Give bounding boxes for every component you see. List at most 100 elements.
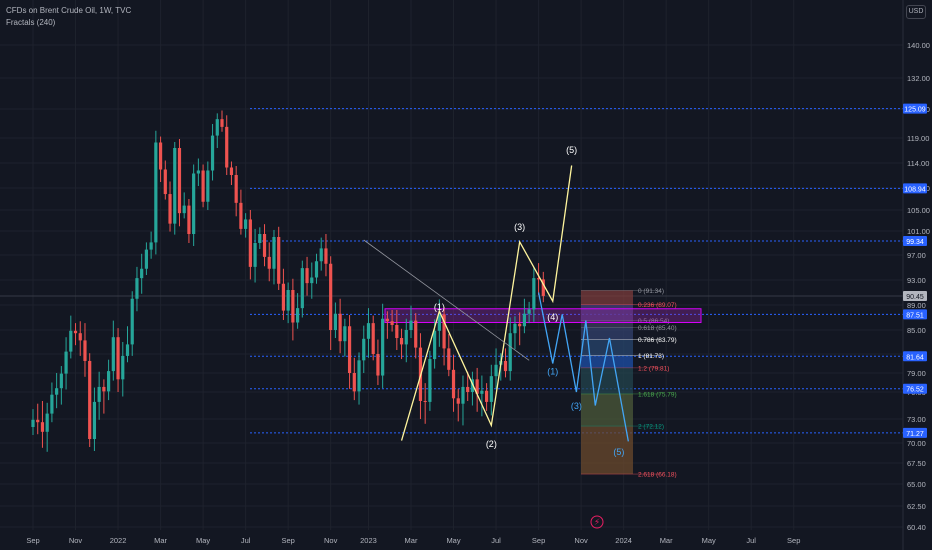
time-tick-label: May [446,536,460,545]
candle-body [470,379,475,392]
candle-body [281,283,286,311]
candle-body [111,337,115,372]
candle-body [102,386,106,392]
price-tick-label: 62.50 [907,502,926,511]
fib-level-label: 0 (91.34) [638,288,664,295]
time-tick-label: Nov [324,536,338,545]
price-level-label: 76.52 [906,387,924,394]
candle-body [329,263,333,330]
price-level-label: 87.51 [906,312,924,319]
elliott-wave-overlay: (1) (2) (3) (4) (5) (1) (3) (5) [363,145,629,457]
candle-body [140,268,144,279]
price-tick-label: 119.00 [907,134,929,143]
fib-zone-band [581,426,633,475]
candle-body [196,170,200,174]
candle-body [229,167,234,175]
fib-level-label: 2 (72.12) [638,424,664,431]
candle-body [220,119,224,127]
candle-body [442,314,446,349]
candle-body [116,337,120,380]
price-level-tag [903,235,927,246]
price-axis[interactable]: 140.00132.00125.00119.00114.00109.00105.… [902,0,930,550]
time-tick-label: Nov [574,536,588,545]
candle-body [187,205,191,234]
candle-body [192,173,196,234]
time-tick-label: Sep [787,536,800,545]
indicator-title[interactable]: Fractals (240) [6,18,56,27]
wave-label-yellow: (1) [434,302,445,312]
current-price-label: 90.45 [906,294,924,301]
fib-zone-band [581,327,633,340]
candle-body [347,326,352,373]
price-tick-label: 79.00 [907,369,926,378]
candle-body [541,279,545,296]
candle-body [291,290,295,323]
trend-line [363,239,530,361]
candle-body [149,242,153,250]
candle-body [239,202,243,229]
candle-body [277,237,281,284]
price-level-tag [903,351,927,362]
price-tick-label: 70.00 [907,439,926,448]
candle-body [258,234,262,243]
time-tick-label: Mar [405,536,418,545]
time-tick-label: 2024 [615,536,632,545]
candle-body [267,256,271,269]
candle-body [45,413,49,432]
candle-body [253,243,257,267]
price-level-tag [903,383,927,394]
candle-body [338,313,342,342]
time-tick-label: Sep [281,536,294,545]
fib-level-label: 0.618 (85.40) [638,325,677,332]
candle-body [97,386,101,402]
time-tick-label: Jul [241,536,251,545]
blue-wave-path [537,292,629,442]
candle-body [31,419,35,427]
candle-body [314,261,319,278]
candle-body [399,338,404,345]
candle-body [50,394,54,414]
fib-level-label: 0.5 (86.54) [638,318,669,325]
symbol-title[interactable]: CFDs on Brent Crude Oil, 1W, TVC [6,6,132,15]
time-axis[interactable]: Sep Nov 2022 Mar May Jul Sep Nov 2023 Mar May Jul Se… [26,536,800,545]
candle-body [414,320,418,348]
price-tick-label: 65.00 [907,480,926,489]
candle-body [433,330,437,360]
candle-body [83,340,87,361]
price-tick-label: 73.00 [907,415,926,424]
candle-body [144,249,148,269]
time-tick-label: Mar [154,536,167,545]
price-tick-label: 105.00 [907,206,930,215]
lightning-icon[interactable]: ⚡ [594,518,600,528]
candle-body [409,320,413,330]
currency-button[interactable]: USD [906,5,926,19]
price-tick-label: 101.00 [907,227,930,236]
chart-legend: CFDs on Brent Crude Oil, 1W, TVC Fractal… [6,5,131,29]
candle-body [371,323,375,354]
price-level-tag [903,309,927,320]
fib-level-label: 1 (81.73) [638,353,664,360]
candle-body [475,379,479,394]
yellow-wave-path [400,165,573,441]
price-level-label: 71.27 [906,431,924,438]
candle-body [78,333,82,341]
price-tick-label: 140.00 [907,41,930,50]
price-level-tag [903,103,927,114]
time-tick-label: Jul [491,536,501,545]
candle-body [36,419,40,423]
candle-body [437,314,441,331]
price-level-label: 81.64 [906,354,924,361]
chart-grid [0,0,903,530]
candle-body [130,298,134,345]
fib-level-label: 0.786 (83.79) [638,337,677,344]
candle-body [121,355,125,380]
candle-body [262,234,267,257]
price-tick-label: 132.00 [907,74,930,83]
candle-body [352,373,356,392]
candle-body [69,330,73,352]
fib-zone-band [581,290,633,305]
candle-body [64,351,68,374]
candle-body [88,360,92,439]
price-tick-label: 93.00 [907,276,926,285]
